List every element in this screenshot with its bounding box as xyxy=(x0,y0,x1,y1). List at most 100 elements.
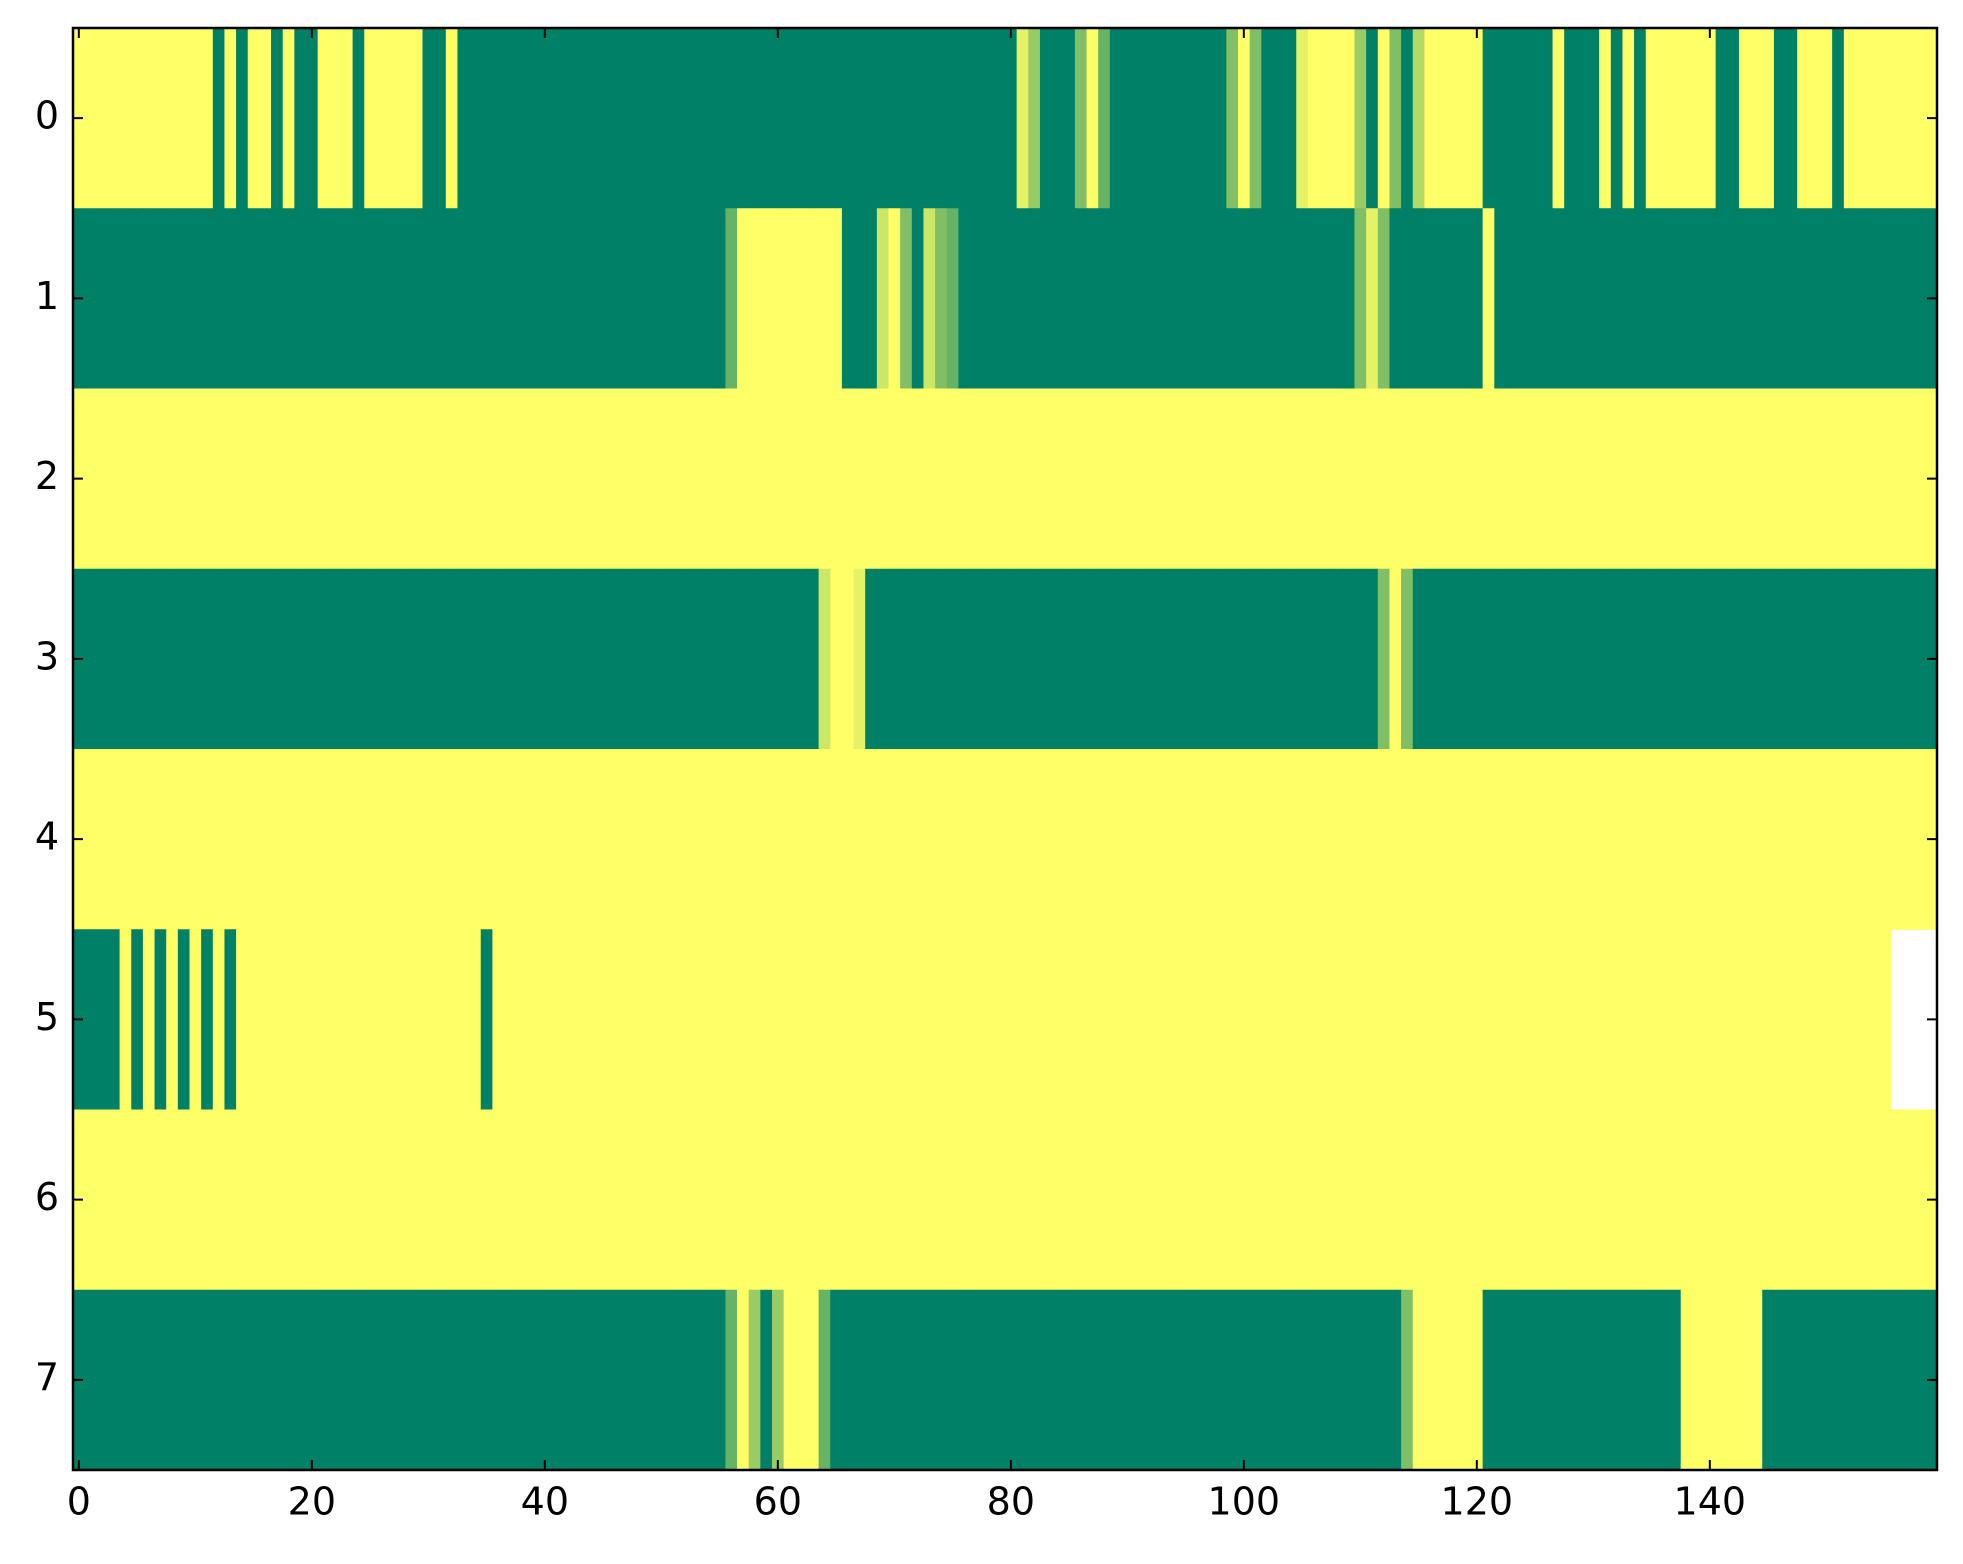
heatmap-cell xyxy=(1529,929,1542,1111)
heatmap-cell xyxy=(515,388,528,570)
heatmap-cell xyxy=(946,929,959,1111)
heatmap-cell xyxy=(1284,1289,1297,1471)
heatmap-cell xyxy=(911,388,925,570)
heatmap-cell xyxy=(806,929,820,1111)
heatmap-cell xyxy=(702,208,715,390)
heatmap-cell xyxy=(585,749,598,930)
heatmap-cell xyxy=(1610,568,1624,750)
heatmap-cell xyxy=(247,1289,260,1471)
heatmap-cell xyxy=(1669,749,1682,930)
heatmap-cell xyxy=(1039,208,1053,390)
heatmap-cell xyxy=(422,929,435,1111)
heatmap-cell xyxy=(760,28,773,209)
heatmap-cell xyxy=(783,1289,796,1471)
heatmap-cell xyxy=(1715,208,1728,390)
heatmap-cell xyxy=(1599,1109,1612,1291)
heatmap-cell xyxy=(1133,28,1146,209)
heatmap-cell xyxy=(1342,388,1356,570)
x-tick-label: 120 xyxy=(1441,1480,1514,1524)
heatmap-cell xyxy=(783,208,796,390)
heatmap-cell xyxy=(84,749,97,930)
heatmap-cell xyxy=(1272,749,1286,930)
heatmap-cell xyxy=(469,388,482,570)
heatmap-cell xyxy=(725,749,738,930)
heatmap-cell xyxy=(702,388,715,570)
heatmap-cell xyxy=(562,388,575,570)
heatmap-cell xyxy=(96,929,109,1111)
heatmap-cell xyxy=(1447,388,1460,570)
heatmap-cell xyxy=(1447,208,1460,390)
heatmap-cell xyxy=(340,1109,354,1291)
heatmap-cell xyxy=(1773,749,1787,930)
heatmap-cell xyxy=(643,208,657,390)
heatmap-cell xyxy=(1039,749,1053,930)
heatmap-cell xyxy=(84,929,97,1111)
heatmap-cell xyxy=(1494,749,1507,930)
heatmap-cell xyxy=(492,208,505,390)
heatmap-cell xyxy=(993,388,1006,570)
heatmap-cell xyxy=(1005,749,1018,930)
heatmap-cell xyxy=(725,208,738,390)
heatmap-cell xyxy=(515,1289,528,1471)
heatmap-cell xyxy=(1063,1109,1076,1291)
heatmap-cell xyxy=(760,749,773,930)
heatmap-cell xyxy=(1645,28,1658,209)
heatmap-cell xyxy=(189,388,202,570)
heatmap-cell xyxy=(608,388,622,570)
heatmap-cell xyxy=(457,28,470,209)
heatmap-cell xyxy=(177,1109,191,1291)
heatmap-cell xyxy=(177,929,191,1111)
heatmap-cell xyxy=(96,749,109,930)
heatmap-cell xyxy=(1657,1109,1670,1291)
heatmap-cell xyxy=(748,1289,761,1471)
heatmap-cell xyxy=(993,208,1006,390)
heatmap-cell xyxy=(1214,208,1227,390)
heatmap-cell xyxy=(1296,1109,1309,1291)
heatmap-cell xyxy=(317,28,330,209)
heatmap-cell xyxy=(678,28,692,209)
heatmap-cell xyxy=(399,929,412,1111)
heatmap-cell xyxy=(469,749,482,930)
heatmap-cell xyxy=(1203,208,1216,390)
heatmap-cell xyxy=(189,568,202,750)
heatmap-cell xyxy=(1051,208,1064,390)
heatmap-cell xyxy=(585,568,598,750)
heatmap-cell xyxy=(1680,749,1693,930)
heatmap-cell xyxy=(900,28,913,209)
heatmap-cell xyxy=(142,929,156,1111)
heatmap-cell xyxy=(935,388,948,570)
heatmap-cell xyxy=(1797,28,1810,209)
heatmap-cell xyxy=(1692,1109,1705,1291)
heatmap-cell xyxy=(1133,1289,1146,1471)
heatmap-cell xyxy=(853,568,866,750)
heatmap-cell xyxy=(830,749,843,930)
heatmap-cell xyxy=(410,749,424,930)
heatmap-cell xyxy=(1447,28,1460,209)
heatmap-cell xyxy=(515,929,528,1111)
heatmap-cell xyxy=(1494,929,1507,1111)
heatmap-cell xyxy=(1540,749,1554,930)
heatmap-cell xyxy=(1878,1289,1891,1471)
heatmap-cell xyxy=(399,28,412,209)
heatmap-cell xyxy=(1855,749,1868,930)
heatmap-cell xyxy=(236,929,249,1111)
heatmap-cell xyxy=(154,28,167,209)
heatmap-cell xyxy=(1086,208,1099,390)
heatmap-cell xyxy=(236,1289,249,1471)
heatmap-cell xyxy=(107,28,121,209)
heatmap-cell xyxy=(1634,28,1647,209)
heatmap-cell xyxy=(1704,929,1717,1111)
heatmap-cell xyxy=(1773,568,1787,750)
heatmap-cell xyxy=(1529,1109,1542,1291)
heatmap-cell xyxy=(853,1109,866,1291)
heatmap-cell xyxy=(271,929,284,1111)
heatmap-cell xyxy=(294,208,307,390)
heatmap-cell xyxy=(1657,929,1670,1111)
heatmap-cell xyxy=(504,208,517,390)
heatmap-cell xyxy=(224,28,237,209)
heatmap-cell xyxy=(1179,929,1192,1111)
heatmap-cell xyxy=(294,28,307,209)
heatmap-cell xyxy=(620,929,633,1111)
heatmap-cell xyxy=(1587,1109,1600,1291)
heatmap-cell xyxy=(1331,28,1344,209)
